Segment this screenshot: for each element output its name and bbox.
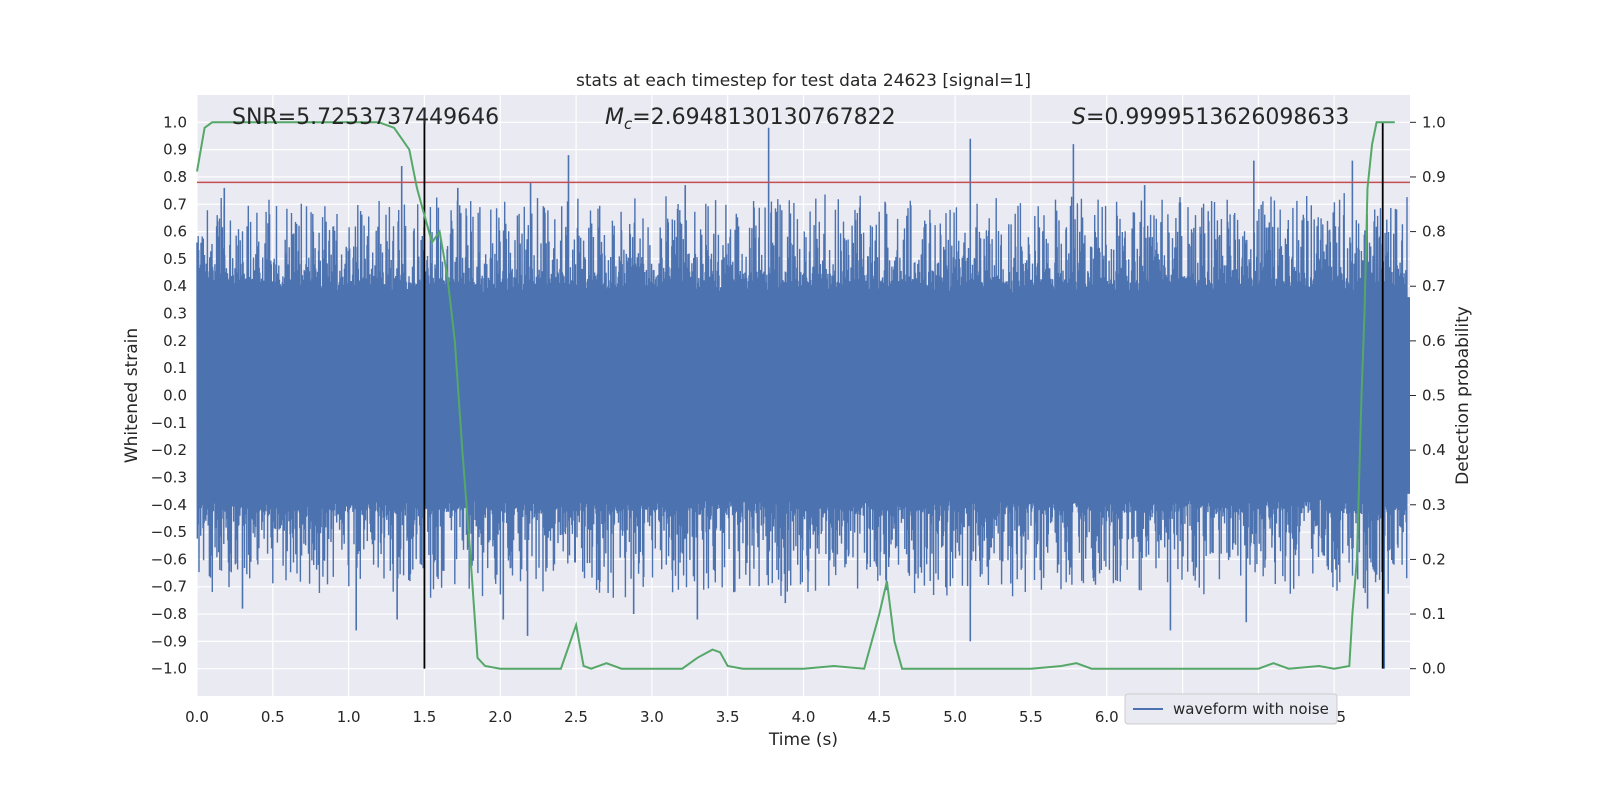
legend-label-waveform: waveform with noise	[1173, 700, 1329, 718]
y-tick-label: 0.7	[163, 195, 187, 213]
y-tick-label: −0.2	[151, 441, 187, 459]
y-tick-label: 0.6	[163, 223, 187, 241]
y-right-tick-label: 0.8	[1422, 223, 1446, 241]
y-right-tick-label: 0.5	[1422, 387, 1446, 405]
legend-box	[1124, 693, 1338, 725]
legend: waveform with noise	[1124, 693, 1338, 725]
x-tick-label: 5.0	[943, 708, 967, 726]
x-tick-label: 0.5	[261, 708, 285, 726]
chart-title: stats at each timestep for test data 246…	[576, 71, 1031, 91]
y-tick-label: 0.4	[163, 277, 187, 295]
chirp-mass-annotation: Mc=2.6948130130767822	[605, 105, 896, 133]
y-right-tick-label: 0.4	[1422, 441, 1446, 459]
y-right-tick-label: 0.1	[1422, 605, 1446, 623]
x-tick-label: 2.0	[488, 708, 512, 726]
y-tick-label: 0.9	[163, 141, 187, 159]
x-tick-label: 4.5	[867, 708, 891, 726]
y-right-tick-label: 0.6	[1422, 332, 1446, 350]
snr-annotation: SNR=5.7253737449646	[232, 105, 499, 130]
y-tick-label: −1.0	[151, 660, 187, 678]
y-tick-label: −0.6	[151, 550, 187, 568]
y-axis-right-label: Detection probability	[1453, 306, 1473, 485]
y-tick-label: −0.8	[151, 605, 187, 623]
y-tick-label: 0.8	[163, 168, 187, 186]
y-tick-label: −0.4	[151, 496, 187, 514]
chirp-mass-symbol: M	[605, 105, 624, 130]
detection-probability-line	[196, 121, 1395, 670]
x-tick-label: 2.5	[564, 708, 588, 726]
x-tick-label: 6.0	[1095, 708, 1119, 726]
x-axis-label: Time (s)	[768, 730, 838, 750]
overlay-layer	[196, 121, 1410, 670]
y-right-tick-label: 0.7	[1422, 277, 1446, 295]
ticks: 0.00.51.01.52.02.53.03.54.04.55.05.56.06…	[151, 113, 1446, 726]
x-tick-label: 4.0	[792, 708, 816, 726]
y-right-tick-label: 0.3	[1422, 496, 1446, 514]
y-tick-label: −0.1	[151, 414, 187, 432]
y-tick-label: −0.7	[151, 578, 187, 596]
y-right-tick-label: 0.0	[1422, 660, 1446, 678]
y-right-tick-label: 0.2	[1422, 550, 1446, 568]
y-tick-label: −0.5	[151, 523, 187, 541]
y-tick-label: 0.2	[163, 332, 187, 350]
chirp-mass-subscript: c	[624, 115, 633, 133]
x-tick-label: 3.0	[640, 708, 664, 726]
x-tick-label: 5.5	[1019, 708, 1043, 726]
y-tick-label: 0.3	[163, 305, 187, 323]
y-tick-label: −0.3	[151, 468, 187, 486]
y-right-tick-label: 0.9	[1422, 168, 1446, 186]
score-annotation: S=0.9999513626098633	[1072, 105, 1349, 130]
x-tick-label: 1.5	[413, 708, 437, 726]
x-tick-label: 3.5	[716, 708, 740, 726]
score-value: =0.9999513626098633	[1086, 105, 1349, 130]
waveform-series	[196, 127, 1410, 669]
score-symbol: S	[1072, 105, 1086, 130]
y-tick-label: 0.1	[163, 359, 187, 377]
y-tick-label: 0.0	[163, 387, 187, 405]
y-tick-label: −0.9	[151, 632, 187, 650]
chirp-mass-value: =2.6948130130767822	[632, 105, 895, 130]
waveform-trace	[196, 193, 1408, 598]
x-tick-label: 1.0	[337, 708, 361, 726]
y-right-tick-label: 1.0	[1422, 113, 1446, 131]
x-tick-label: 0.0	[185, 708, 209, 726]
y-axis-label: Whitened strain	[122, 328, 142, 463]
y-tick-label: 1.0	[163, 113, 187, 131]
y-tick-label: 0.5	[163, 250, 187, 268]
